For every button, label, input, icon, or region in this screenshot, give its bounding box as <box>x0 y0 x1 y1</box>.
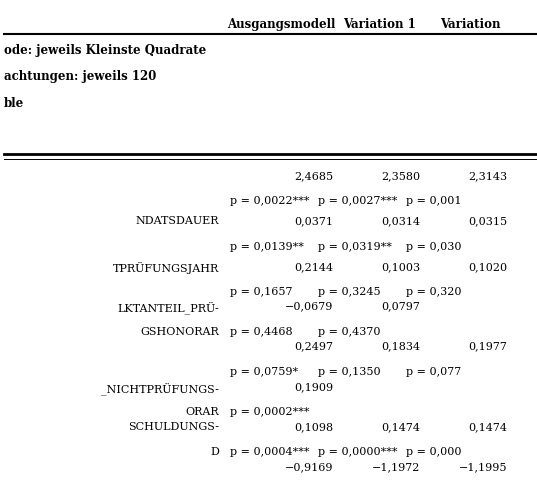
Text: 0,1020: 0,1020 <box>468 261 507 272</box>
Text: p = 0,1657: p = 0,1657 <box>230 287 292 297</box>
Text: Variation: Variation <box>440 18 500 31</box>
Text: Ausgangsmodell: Ausgangsmodell <box>227 18 336 31</box>
Text: p = 0,3245: p = 0,3245 <box>318 287 381 297</box>
Text: p = 0,0319**: p = 0,0319** <box>318 241 392 251</box>
Text: p = 0,0004***: p = 0,0004*** <box>230 446 309 456</box>
Text: 0,1909: 0,1909 <box>294 381 333 392</box>
Text: SCHULDUNGS-: SCHULDUNGS- <box>128 421 219 431</box>
Text: GSHONORAR: GSHONORAR <box>140 326 219 336</box>
Text: 0,0314: 0,0314 <box>381 216 420 226</box>
Text: 0,1098: 0,1098 <box>294 421 333 431</box>
Text: 0,2144: 0,2144 <box>294 261 333 272</box>
Text: TPRÜFUNGSJAHR: TPRÜFUNGSJAHR <box>113 261 219 273</box>
Text: achtungen: jeweils 120: achtungen: jeweils 120 <box>4 70 156 83</box>
Text: ode: jeweils Kleinste Quadrate: ode: jeweils Kleinste Quadrate <box>4 44 206 57</box>
Text: p = 0,0139**: p = 0,0139** <box>230 241 304 251</box>
Text: p = 0,0022***: p = 0,0022*** <box>230 196 309 206</box>
Text: p = 0,4468: p = 0,4468 <box>230 326 293 336</box>
Text: 0,1474: 0,1474 <box>381 421 420 431</box>
Text: −0,9169: −0,9169 <box>285 461 333 471</box>
Text: 0,2497: 0,2497 <box>294 341 333 351</box>
Text: LKTANTEIL_PRÜ-: LKTANTEIL_PRÜ- <box>118 301 219 314</box>
Text: p = 0,000: p = 0,000 <box>406 446 461 456</box>
Text: 0,1003: 0,1003 <box>381 261 420 272</box>
Text: p = 0,077: p = 0,077 <box>406 366 461 376</box>
Text: 0,0371: 0,0371 <box>294 216 333 226</box>
Text: −1,1995: −1,1995 <box>459 461 507 471</box>
Text: 2,3143: 2,3143 <box>468 170 507 181</box>
Text: 0,0315: 0,0315 <box>468 216 507 226</box>
Text: 0,1834: 0,1834 <box>381 341 420 351</box>
Text: p = 0,0000***: p = 0,0000*** <box>318 446 397 456</box>
Text: p = 0,0759*: p = 0,0759* <box>230 366 298 376</box>
Text: p = 0,4370: p = 0,4370 <box>318 326 380 336</box>
Text: ORAR: ORAR <box>185 407 219 417</box>
Text: p = 0,0002***: p = 0,0002*** <box>230 407 309 417</box>
Text: NDATSDAUER: NDATSDAUER <box>136 216 219 226</box>
Text: 0,1977: 0,1977 <box>468 341 507 351</box>
Text: −1,1972: −1,1972 <box>372 461 420 471</box>
Text: −0,0679: −0,0679 <box>285 301 333 311</box>
Text: 0,1474: 0,1474 <box>468 421 507 431</box>
Text: 2,3580: 2,3580 <box>381 170 420 181</box>
Text: Variation 1: Variation 1 <box>343 18 416 31</box>
Text: p = 0,0027***: p = 0,0027*** <box>318 196 397 206</box>
Text: p = 0,001: p = 0,001 <box>406 196 461 206</box>
Text: _NICHTPRÜFUNGS-: _NICHTPRÜFUNGS- <box>101 381 219 394</box>
Text: 0,0797: 0,0797 <box>381 301 420 311</box>
Text: D: D <box>210 446 219 456</box>
Text: ble: ble <box>4 97 24 110</box>
Text: p = 0,1350: p = 0,1350 <box>318 366 381 376</box>
Text: p = 0,030: p = 0,030 <box>406 241 461 251</box>
Text: p = 0,320: p = 0,320 <box>406 287 461 297</box>
Text: 2,4685: 2,4685 <box>294 170 333 181</box>
